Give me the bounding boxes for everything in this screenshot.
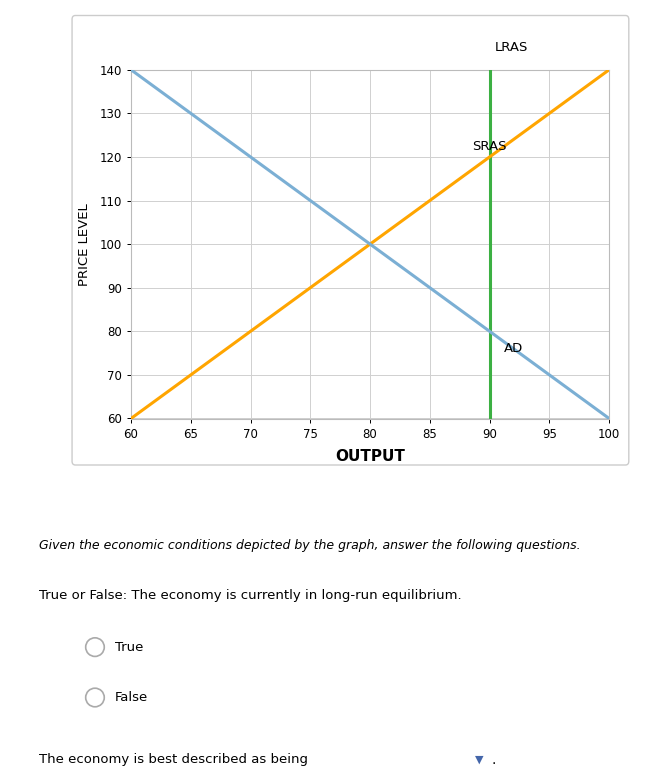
Text: SRAS: SRAS [472, 140, 506, 153]
X-axis label: OUTPUT: OUTPUT [335, 449, 405, 464]
Text: LRAS: LRAS [495, 42, 528, 54]
Text: Given the economic conditions depicted by the graph, answer the following questi: Given the economic conditions depicted b… [39, 539, 581, 552]
Text: False: False [115, 691, 148, 704]
Text: ▼: ▼ [475, 755, 483, 764]
Y-axis label: PRICE LEVEL: PRICE LEVEL [78, 203, 91, 285]
Text: The economy is best described as being: The economy is best described as being [39, 753, 309, 766]
Text: AD: AD [504, 342, 523, 355]
Text: True: True [115, 641, 143, 653]
Text: .: . [491, 753, 496, 766]
Text: True or False: The economy is currently in long-run equilibrium.: True or False: The economy is currently … [39, 589, 462, 602]
